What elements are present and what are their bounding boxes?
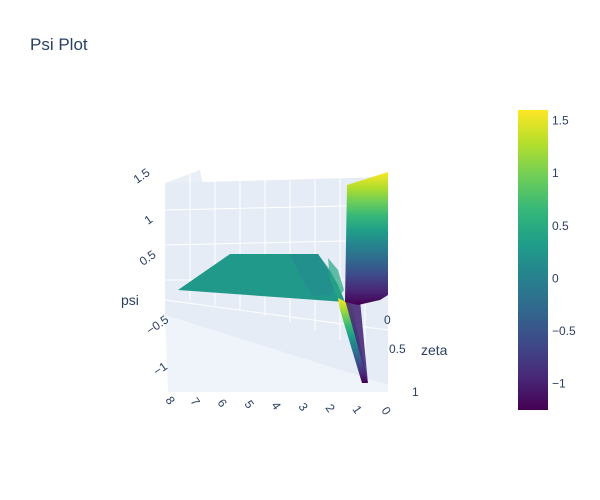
x-tick-label: 4	[269, 399, 284, 413]
colorbar-ticks: 1.5 1 0.5 0 −0.5 −1	[552, 114, 576, 391]
y-tick-label: 0	[384, 313, 391, 327]
z-tick-label: 1	[142, 212, 156, 227]
colorbar-tick-label: 1	[552, 166, 559, 180]
trough-face	[345, 300, 368, 383]
y-tick-label: 1	[412, 385, 419, 399]
peak-wall	[345, 172, 388, 305]
y-tick-label: 0.5	[389, 342, 406, 356]
x-tick-label: 6	[215, 396, 230, 410]
y-axis-ticks: 00.51	[384, 313, 419, 399]
colorbar-tick-label: 0	[552, 271, 559, 285]
y-axis-title: zeta	[421, 342, 448, 358]
x-tick-label: 5	[242, 398, 257, 412]
colorbar-tick-label: 1.5	[552, 114, 569, 128]
x-tick-label: 7	[188, 395, 203, 409]
ripple-region	[290, 254, 338, 296]
chart-title: Psi Plot	[30, 35, 88, 54]
ripple-crest	[328, 258, 344, 298]
x-tick-label: 2	[323, 401, 338, 415]
x-tick-label: 3	[296, 400, 311, 414]
colorbar-tick-label: 0.5	[552, 219, 569, 233]
z-tick-label: 1.5	[131, 165, 153, 186]
colorbar-tick-label: −0.5	[552, 324, 576, 338]
x-tick-label: 0	[379, 404, 394, 418]
z-tick-label: 0.5	[137, 247, 159, 268]
colorbar: 1.5 1 0.5 0 −0.5 −1	[518, 110, 576, 410]
trough-region	[338, 298, 368, 383]
z-axis-title: psi	[121, 292, 139, 308]
x-tick-label: 1	[350, 403, 365, 417]
colorbar-gradient	[518, 110, 548, 410]
x-tick-label: 8	[163, 394, 178, 408]
surface-mesh	[178, 172, 388, 383]
floor-pane	[165, 315, 388, 392]
colorbar-tick-label: −1	[552, 377, 566, 391]
